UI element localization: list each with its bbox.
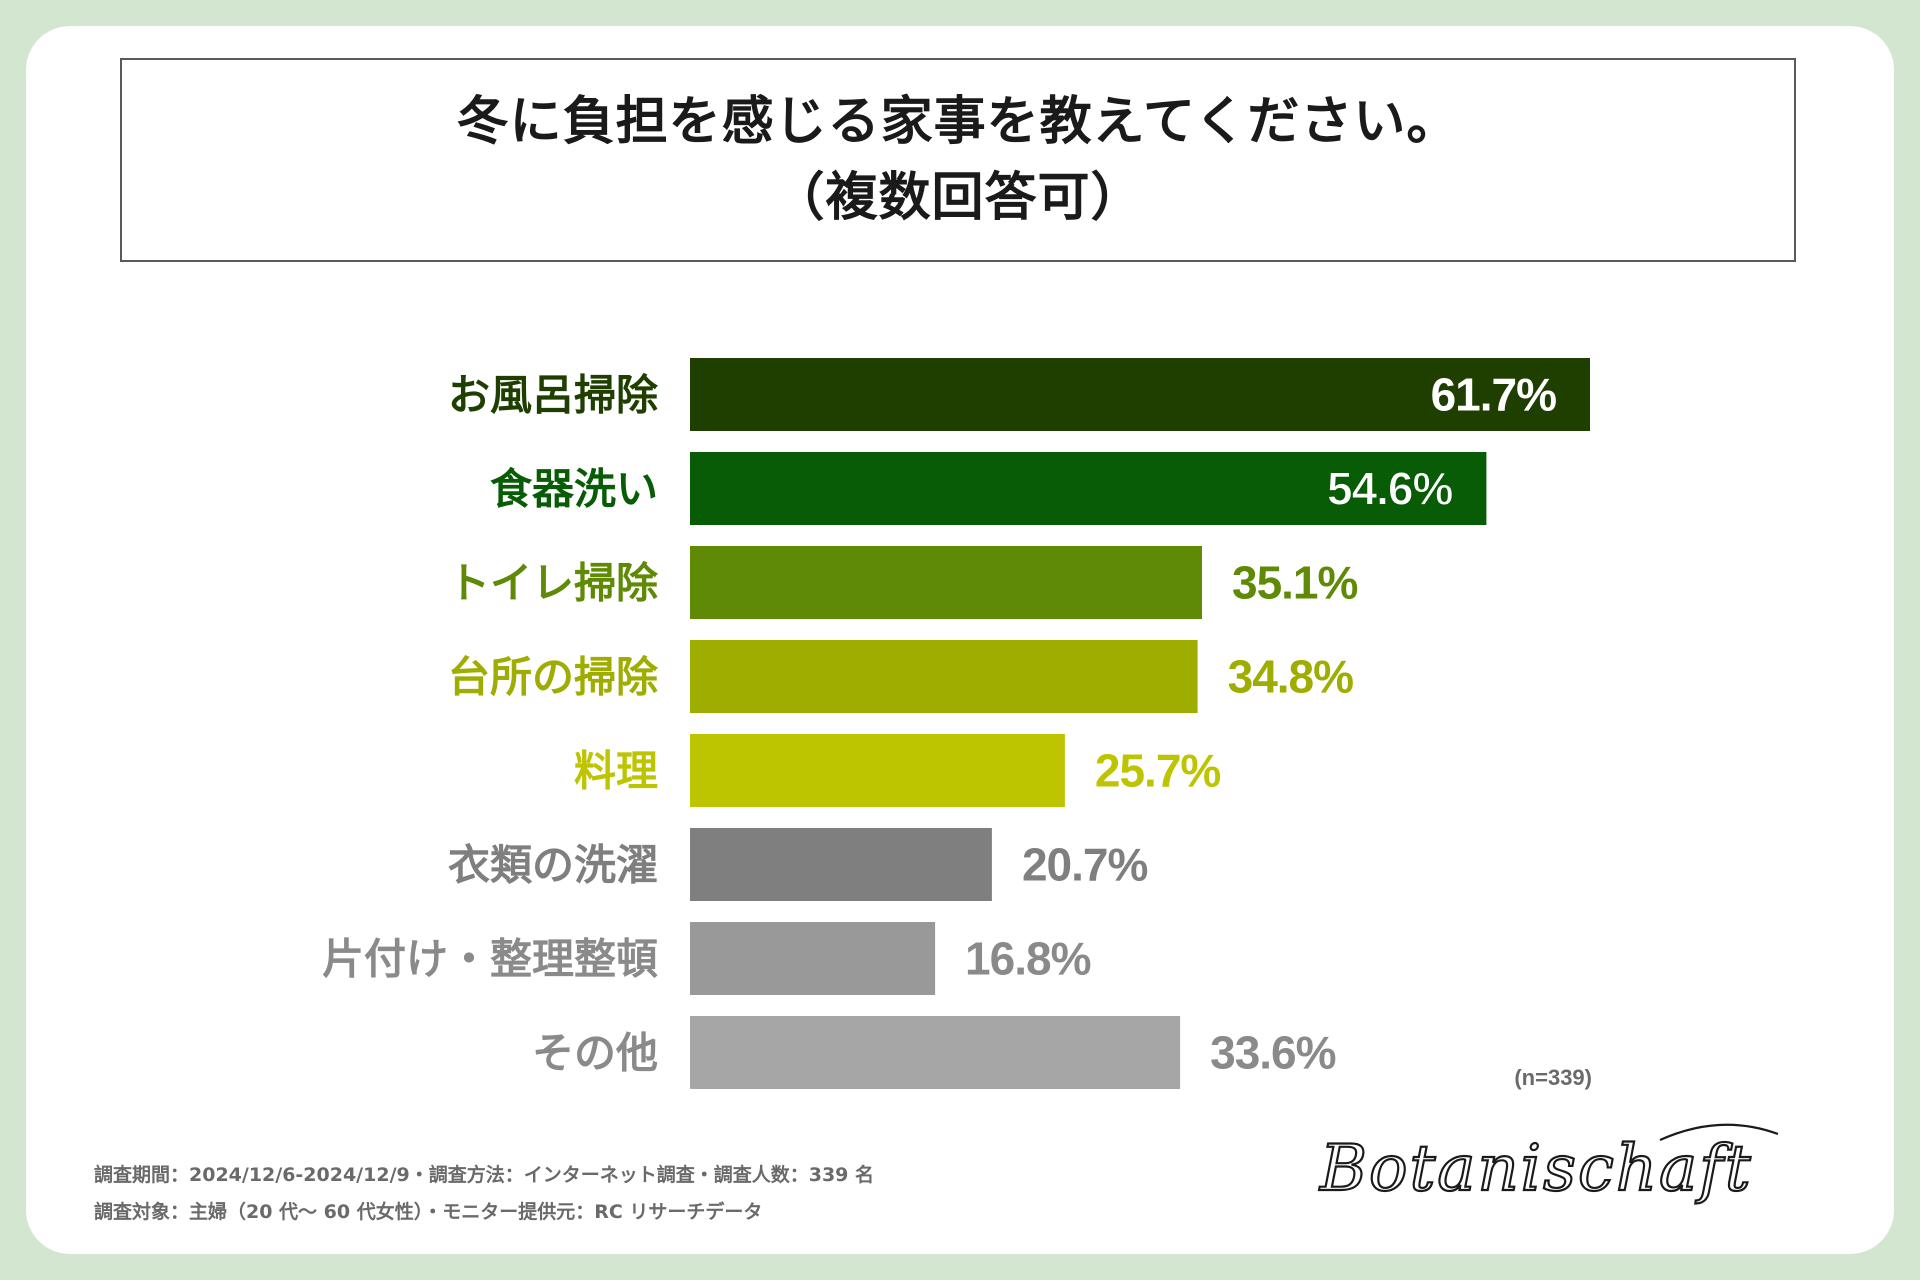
value-label-5: 25.7% (1095, 745, 1221, 797)
bar-5 (690, 734, 1065, 807)
title-box: 冬に負担を感じる家事を教えてください。 （複数回答可） (120, 58, 1796, 262)
botanischaft-logo: Botanischaft (1318, 1123, 1779, 1207)
footer-survey-period: 調査期間：2024/12/6-2024/12/9・調査方法：インターネット調査・… (94, 1164, 875, 1186)
bar-1 (690, 358, 1590, 431)
bar-4 (690, 640, 1198, 713)
value-label-2: 54.6% (1327, 463, 1453, 515)
chart-subtitle: （複数回答可） (772, 168, 1144, 228)
value-label-1: 61.7% (1431, 369, 1557, 421)
bar-6 (690, 828, 992, 901)
value-label-8: 33.6% (1210, 1027, 1336, 1079)
category-label-2: 食器洗い (490, 465, 658, 514)
logo-text: Botanischaft (1319, 1132, 1753, 1206)
chart-title: 冬に負担を感じる家事を教えてください。 (456, 92, 1460, 152)
bar-3 (690, 546, 1202, 619)
bar-7 (690, 922, 936, 995)
category-label-5: 料理 (574, 747, 658, 796)
category-label-4: 台所の掃除 (448, 653, 659, 702)
category-label-1: お風呂掃除 (448, 371, 659, 420)
value-label-6: 20.7% (1022, 839, 1148, 891)
category-label-7: 片付け・整理整頓 (322, 935, 658, 984)
category-label-6: 衣類の洗濯 (448, 841, 658, 890)
value-label-4: 34.8% (1228, 651, 1354, 703)
footer-survey-target: 調査対象：主婦（20 代～ 60 代女性）・モニター提供元：RC リサーチデータ (94, 1201, 763, 1223)
sample-size-label: (n=339) (1514, 1065, 1592, 1090)
value-label-7: 16.8% (965, 933, 1091, 985)
category-label-3: トイレ掃除 (448, 559, 659, 608)
bar-8 (690, 1016, 1181, 1089)
category-label-8: その他 (532, 1029, 658, 1078)
value-label-3: 35.1% (1232, 557, 1358, 609)
logo-flourish (1659, 1123, 1779, 1142)
bar-2 (690, 452, 1487, 525)
